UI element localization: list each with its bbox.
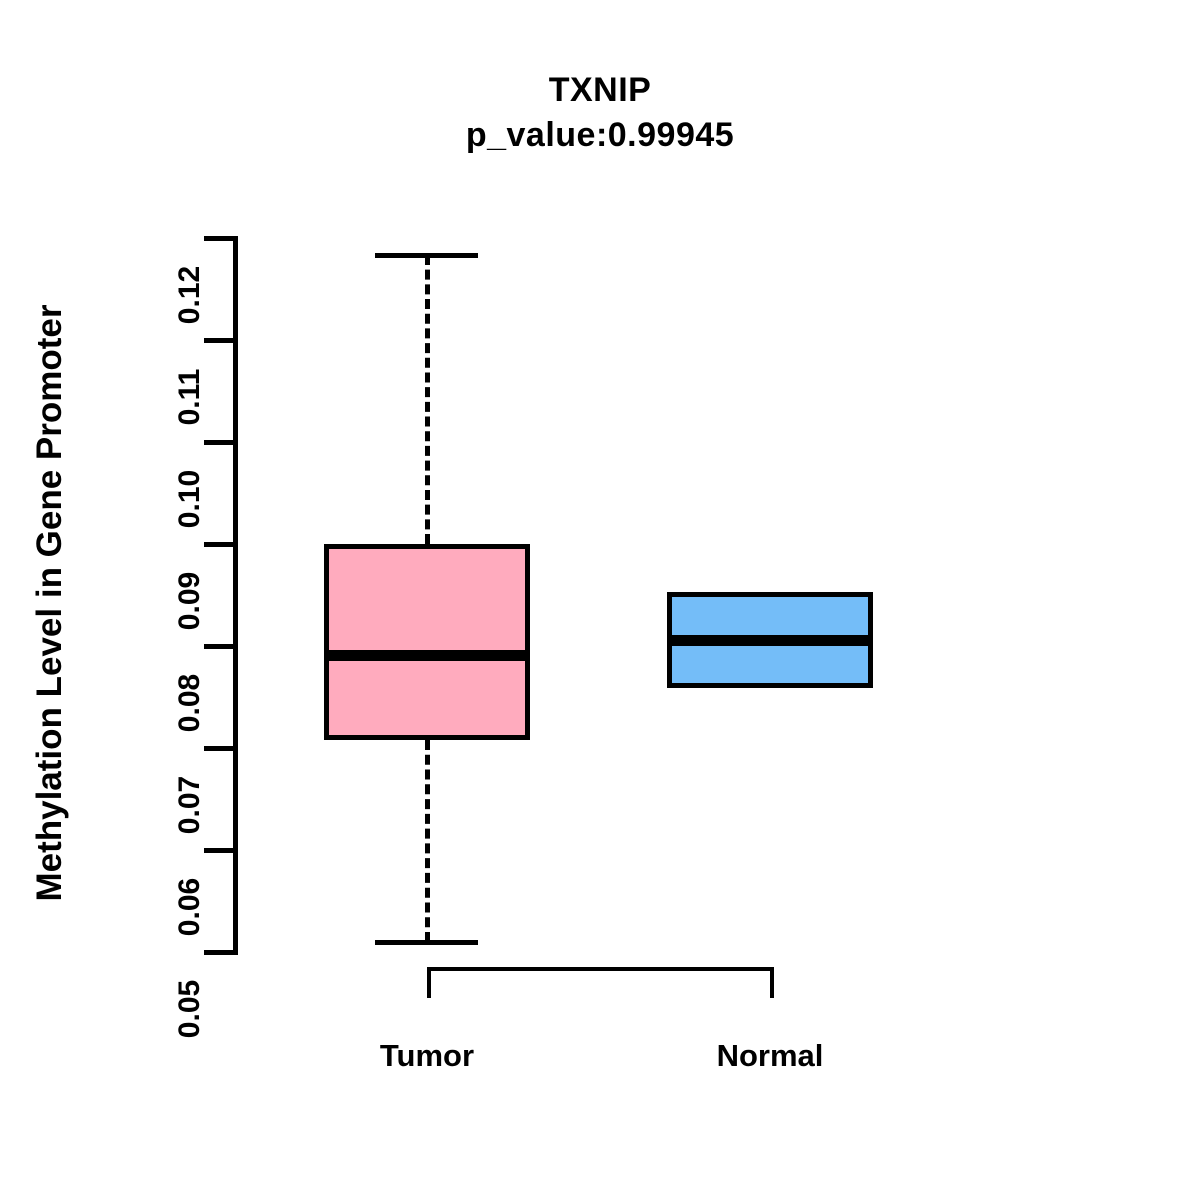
x-axis-tick-label-normal: Normal bbox=[716, 1038, 824, 1073]
x-axis-tick-label-tumor: Tumor bbox=[379, 1038, 475, 1073]
y-axis-tick-label: 0.08 bbox=[173, 673, 206, 733]
chart-title-block: TXNIP p_value:0.99945 bbox=[0, 68, 1200, 158]
median-line-normal bbox=[667, 634, 873, 646]
y-axis-tick-label: 0.05 bbox=[173, 979, 206, 1039]
y-axis-tick bbox=[204, 644, 234, 649]
y-axis-label: Methylation Level in Gene Promoter bbox=[30, 304, 69, 902]
x-axis-spine bbox=[427, 967, 774, 971]
y-axis-tick-label: 0.10 bbox=[173, 469, 206, 529]
whisker-lower bbox=[425, 739, 430, 942]
y-axis-tick bbox=[204, 848, 234, 853]
y-axis-tick bbox=[204, 440, 234, 445]
y-axis-tick-label: 0.09 bbox=[173, 571, 206, 631]
box-tumor bbox=[324, 544, 530, 740]
y-axis-tick bbox=[204, 746, 234, 751]
y-axis-tick bbox=[204, 236, 234, 241]
x-axis-tick bbox=[427, 967, 431, 998]
y-axis-tick-label: 0.07 bbox=[173, 775, 206, 835]
y-axis-spine bbox=[233, 236, 238, 955]
whisker-cap-upper bbox=[374, 253, 478, 259]
y-axis-tick bbox=[204, 338, 234, 343]
chart-subtitle-pvalue: p_value:0.99945 bbox=[465, 116, 735, 154]
whisker-cap-lower bbox=[374, 939, 478, 945]
y-axis-tick bbox=[204, 950, 234, 955]
x-axis-tick bbox=[770, 967, 774, 998]
y-axis-tick bbox=[204, 542, 234, 547]
y-axis-tick-label: 0.06 bbox=[173, 877, 206, 937]
whisker-upper bbox=[425, 255, 430, 544]
y-axis-tick-label: 0.11 bbox=[173, 368, 206, 426]
y-axis-tick-label: 0.12 bbox=[173, 265, 206, 325]
median-line-tumor bbox=[324, 650, 530, 662]
chart-title: TXNIP bbox=[548, 71, 652, 109]
